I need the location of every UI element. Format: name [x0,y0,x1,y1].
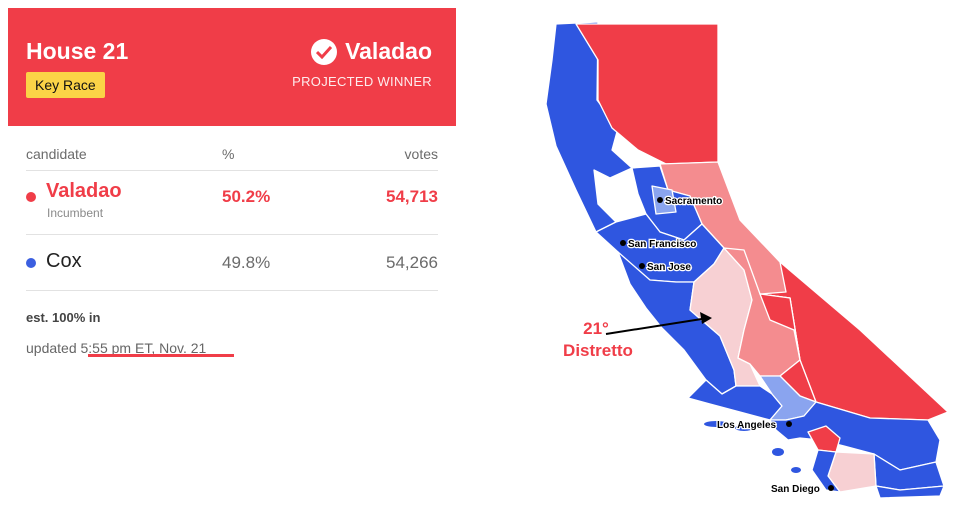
candidate-percent: 50.2% [222,187,271,206]
candidate-name: Valadao [46,180,122,202]
district-far-north[interactable] [575,23,719,165]
party-dot-icon [26,192,36,202]
party-dot-icon [26,258,36,268]
city-label-san-diego: San Diego [771,484,820,495]
city-label-sacramento: Sacramento [665,196,722,207]
city-dot-icon [657,197,663,203]
divider [26,170,438,171]
district-imperial[interactable] [875,485,945,499]
arrow-head-icon [700,312,712,324]
highlight-underline [88,354,234,357]
city-dot-icon [828,485,834,491]
col-percent: % [222,146,235,162]
district-label-number: 21° [583,319,609,338]
updated-prefix: updated [26,340,77,356]
district-label-text: Distretto [563,341,633,360]
reporting-status: est. 100% in [26,310,101,325]
race-title: House 21 [26,38,129,64]
candidate-votes: 54,266 [386,253,438,272]
key-race-badge[interactable]: Key Race [26,72,105,98]
divider [26,234,438,235]
candidate-row: Cox 49.8% 54,266 [26,238,438,288]
results-card: House 21 Key Race Valadao PROJECTED WINN… [8,8,456,356]
california-map: Sacramento San Francisco San Jose Los An… [470,0,960,517]
updated-line: updated 5:55 pm ET, Nov. 21 [26,340,206,356]
divider [26,290,438,291]
candidate-name: Cox [46,250,82,272]
winner-name: Valadao [345,38,432,64]
col-votes: votes [404,146,438,162]
updated-time: 5:55 pm ET, Nov. 21 [80,340,207,356]
district-sacramento-suburb[interactable] [651,185,677,215]
city-dot-icon [786,421,792,427]
district-orange-county[interactable] [807,425,841,453]
map-svg: Sacramento San Francisco San Jose Los An… [545,21,949,499]
city-dot-icon [639,263,645,269]
card-header: House 21 Key Race Valadao PROJECTED WINN… [8,8,456,126]
results-table-header: candidate % votes [26,136,438,172]
candidate-percent: 49.8% [222,253,271,272]
city-dot-icon [620,240,626,246]
district-san-diego[interactable] [811,449,841,493]
city-label-san-jose: San Jose [647,262,691,273]
channel-islands [704,421,801,473]
candidate-votes: 54,713 [386,187,438,206]
col-candidate: candidate [26,146,87,162]
district-arrow [605,317,709,335]
winner-status: PROJECTED WINNER [292,74,432,89]
city-label-san-francisco: San Francisco [628,239,696,250]
candidate-sub: Incumbent [47,206,104,220]
city-label-los-angeles: Los Angeles [717,420,777,431]
check-icon [311,38,338,65]
projected-winner: Valadao [311,38,432,65]
candidate-row: Valadao Incumbent 50.2% 54,713 [26,174,438,234]
